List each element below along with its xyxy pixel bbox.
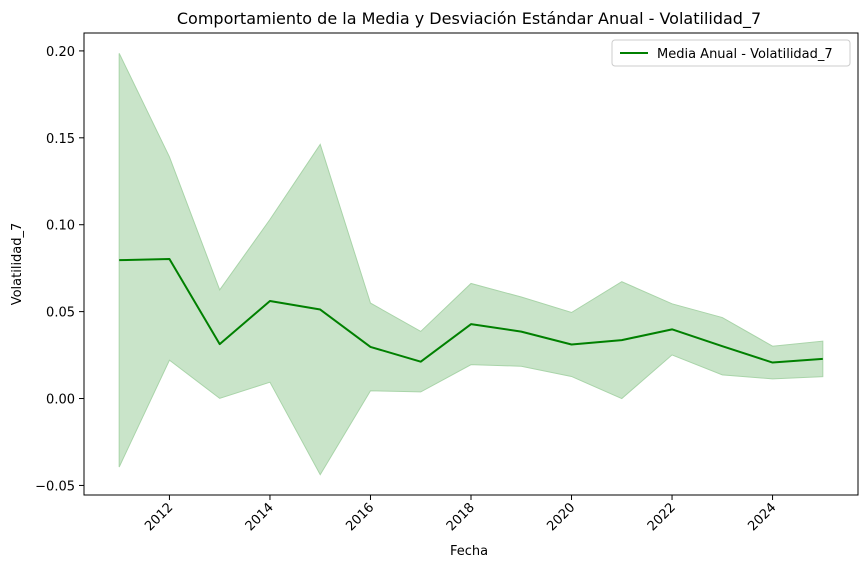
y-axis-ticks: −0.05 0.00 0.05 0.10 0.15 0.20 (35, 45, 84, 494)
y-tick-label: −0.05 (35, 479, 75, 494)
x-tick-label: 2012 (142, 500, 176, 534)
x-axis-label: Fecha (450, 544, 488, 559)
legend-label: Media Anual - Volatilidad_7 (657, 47, 833, 62)
x-tick-label: 2016 (343, 500, 377, 534)
y-tick-label: 0.05 (46, 306, 75, 321)
x-tick-label: 2024 (745, 500, 779, 534)
y-tick-label: 0.00 (46, 393, 75, 408)
x-tick-label: 2014 (243, 500, 277, 534)
mean-line (119, 257, 823, 364)
legend-box (611, 39, 851, 67)
y-tick-label: 0.10 (46, 219, 75, 234)
std-band-layer (118, 53, 824, 476)
x-axis-ticks: 2012 2014 2016 2018 2020 2022 2024 (142, 495, 779, 534)
y-tick-label: 0.15 (46, 132, 75, 147)
x-tick-label: 2022 (645, 500, 679, 534)
x-tick-label: 2018 (444, 500, 478, 534)
y-axis-label: Volatilidad_7 (10, 223, 25, 306)
std-band (118, 53, 824, 476)
legend: Media Anual - Volatilidad_7 (611, 39, 851, 67)
y-tick-label: 0.20 (46, 45, 75, 60)
x-tick-label: 2020 (544, 500, 578, 534)
chart-title: Comportamiento de la Media y Desviación … (177, 9, 761, 29)
mean-line-layer (119, 257, 823, 364)
